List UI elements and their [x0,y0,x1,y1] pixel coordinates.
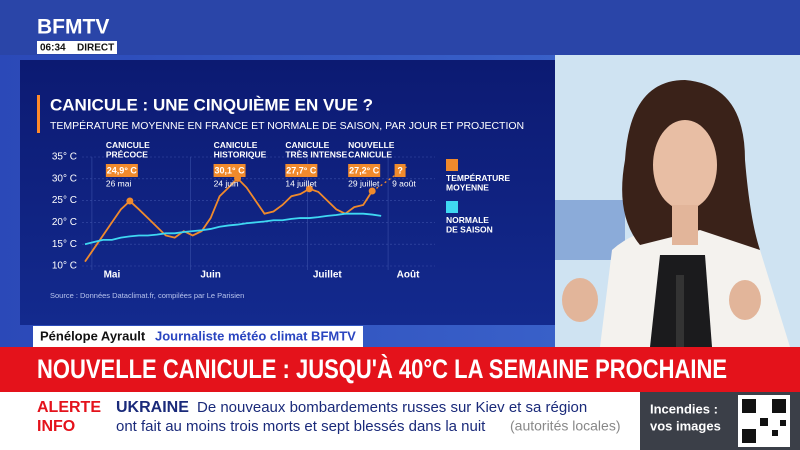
headline-bar [0,347,800,392]
annotation-date: 29 juillet [348,178,380,188]
peak-marker [126,197,134,205]
hand [729,280,761,320]
logo: BFMTV [37,16,109,39]
legend-swatch [446,201,458,213]
x-tick-label: Juin [200,270,221,281]
chart-title: CANICULE : UNE CINQUIÈME EN VUE ? [50,95,373,114]
x-tick-label: Août [397,270,420,281]
title-accent [37,95,40,133]
y-tick-label: 35° C [52,152,77,163]
hand [562,278,598,322]
annotation-value: 27,2° C [349,165,380,175]
annotation-label: NOUVELLE CANICULE [348,140,397,159]
ticker-text: De nouveaux bombardements russes sur Kie… [197,399,587,416]
y-tick-label: 10° C [52,261,77,272]
series-line [84,177,373,263]
annotation-label: CANICULE PRÉCOCE [106,140,152,159]
y-tick-label: 25° C [52,195,77,206]
annotation-value: ? [397,165,403,175]
chart-subtitle: TEMPÉRATURE MOYENNE EN FRANCE ET NORMALE… [50,119,524,132]
y-tick-label: 20° C [52,217,77,228]
annotation-date: 24 juin [214,178,239,188]
annotation-label: CANICULE TRÈS INTENSE [285,140,347,159]
annotation-box [105,164,138,177]
annotation-box [213,164,246,177]
series-line [84,212,382,246]
peak-marker [305,185,313,193]
promo-text: Incendies : [650,401,718,416]
annotation-box [348,164,381,177]
top-banner [0,0,800,55]
qr-pattern [742,399,786,443]
alert-flag: INFO [37,418,75,435]
neck [672,205,698,245]
headline: NOUVELLE CANICULE : JUSQU'À 40°C LA SEMA… [37,353,727,384]
alert-flag: ALERTE [37,399,101,416]
legend-label: NORMALE DE SAISON [446,215,493,234]
annotation-box [394,164,406,177]
annotation-date: 14 juillet [285,178,317,188]
annotation-value: 27,7° C [286,165,317,175]
presenter-role: Journaliste météo climat BFMTV [155,328,356,343]
ticker-topic: UKRAINE [116,399,189,416]
legend-label: TEMPÉRATURE MOYENNE [446,173,512,192]
x-tick-label: Mai [104,270,121,281]
microphone [676,275,684,347]
ticker-source: (autorités locales) [510,418,621,434]
y-tick-label: 15° C [52,239,77,250]
annotation-box [285,164,318,177]
peak-marker [368,187,376,195]
annotation-value: 24,9° C [107,165,138,175]
time: 06:34 [40,43,66,54]
ticker [0,392,640,450]
x-tick-label: Juillet [313,270,343,281]
presenter-name: Pénélope Ayrault [40,328,146,343]
chart-panel [20,60,555,325]
promo-text: vos images [650,418,721,433]
annotation-date: 9 août [392,178,416,188]
ticker-text: ont fait au moins trois morts et sept bl… [116,418,486,435]
name-bar [33,326,363,347]
annotation-value: 30,1° C [215,165,246,175]
annotation-date: 26 mai [106,178,132,188]
source: Source : Données Dataclimat.fr, compilée… [50,291,244,300]
live-label: DIRECT [77,43,114,54]
time-box [37,41,117,54]
face [653,120,717,210]
annotation-label: CANICULE HISTORIQUE [214,140,267,159]
legend-swatch [446,159,458,171]
y-tick-label: 30° C [52,173,77,184]
